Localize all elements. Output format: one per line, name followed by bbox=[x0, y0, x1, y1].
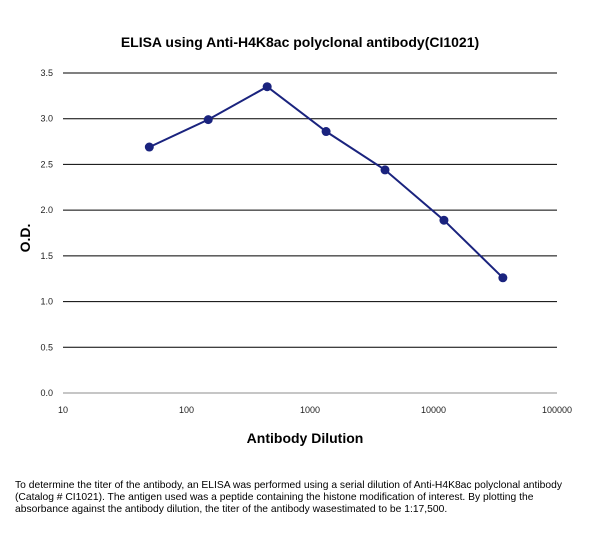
figure-caption: To determine the titer of the antibody, … bbox=[15, 480, 563, 515]
x-tick-label: 100 bbox=[179, 405, 194, 415]
x-tick-label: 10000 bbox=[421, 405, 446, 415]
data-point bbox=[203, 115, 213, 125]
y-axis-label: O.D. bbox=[17, 224, 33, 253]
chart-container: ELISA using Anti-H4K8ac polyclonal antib… bbox=[17, 34, 572, 446]
y-tick-label: 2.5 bbox=[40, 159, 53, 169]
y-tick-label: 2.0 bbox=[40, 205, 53, 215]
data-point bbox=[321, 127, 331, 137]
y-tick-label: 1.0 bbox=[40, 297, 53, 307]
x-tick-label: 10 bbox=[58, 405, 68, 415]
data-point bbox=[380, 165, 390, 175]
x-axis-label: Antibody Dilution bbox=[247, 430, 364, 446]
y-tick-label: 3.5 bbox=[40, 68, 53, 78]
data-point bbox=[144, 142, 154, 152]
chart-title: ELISA using Anti-H4K8ac polyclonal antib… bbox=[121, 34, 479, 50]
y-tick-label: 3.0 bbox=[40, 114, 53, 124]
elisa-chart: ELISA using Anti-H4K8ac polyclonal antib… bbox=[17, 34, 572, 446]
series-line bbox=[148, 85, 504, 279]
y-tick-label: 0.5 bbox=[40, 342, 53, 352]
x-tick-label: 1000 bbox=[300, 405, 320, 415]
data-point bbox=[262, 82, 272, 92]
y-tick-label: 0.0 bbox=[40, 388, 53, 398]
y-tick-label: 1.5 bbox=[40, 251, 53, 261]
x-tick-label: 100000 bbox=[542, 405, 572, 415]
data-point bbox=[498, 273, 508, 283]
data-point bbox=[439, 215, 449, 225]
